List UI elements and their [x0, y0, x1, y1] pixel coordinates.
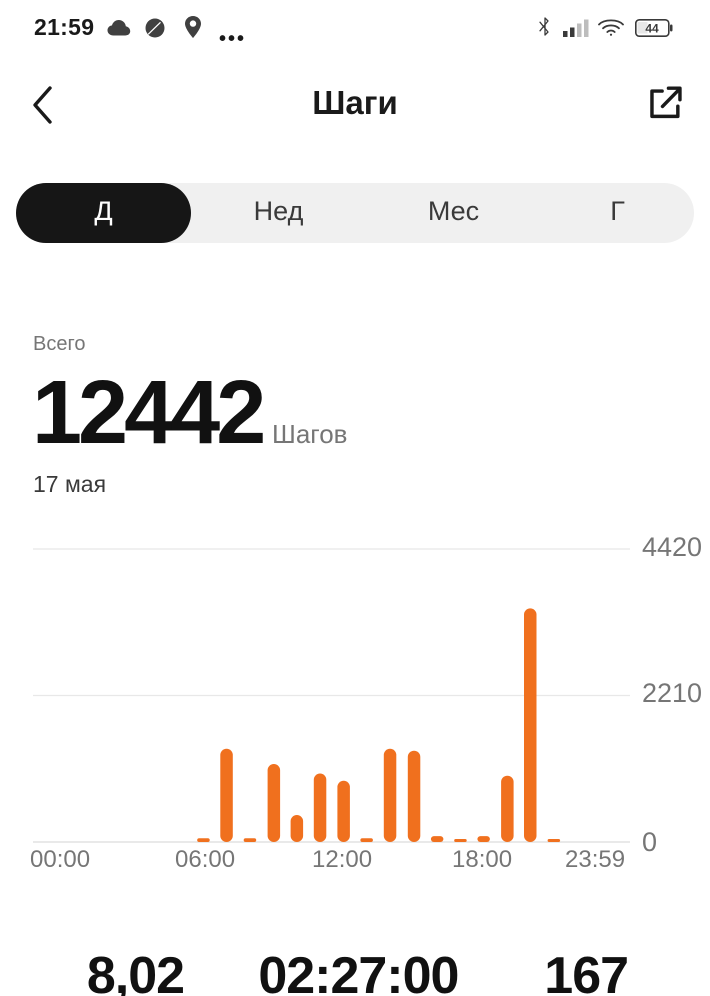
svg-text:06:00: 06:00 — [175, 846, 235, 873]
svg-text:0: 0 — [642, 827, 657, 857]
svg-text:18:00: 18:00 — [452, 846, 512, 873]
svg-text:2210: 2210 — [642, 678, 702, 708]
svg-text:00:00: 00:00 — [30, 846, 90, 873]
svg-text:4420: 4420 — [642, 532, 702, 562]
svg-text:23:59: 23:59 — [565, 846, 625, 873]
svg-text:12:00: 12:00 — [312, 846, 372, 873]
